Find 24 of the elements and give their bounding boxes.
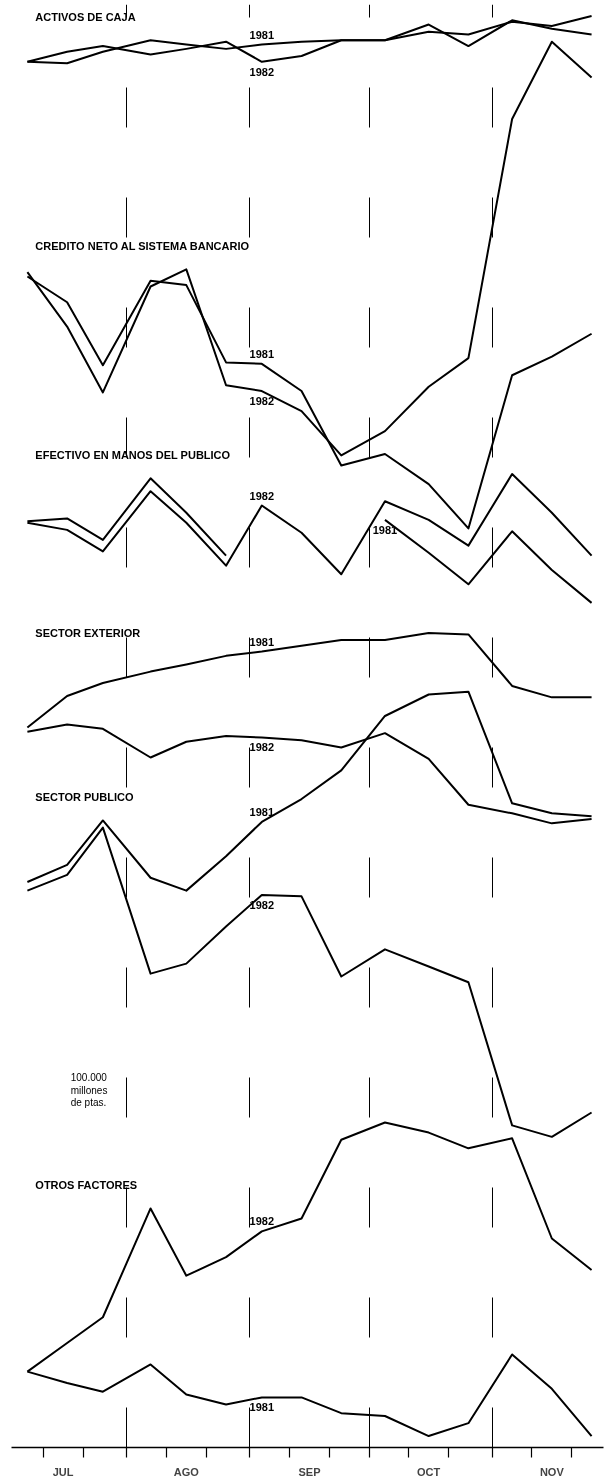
series-label: 1981 <box>372 523 398 536</box>
series-label: 1981 <box>249 635 275 648</box>
series-label: 1981 <box>249 347 275 360</box>
series-label: 1982 <box>249 741 275 754</box>
series-label: 1981 <box>249 805 275 818</box>
series-label: 1981 <box>249 1401 275 1414</box>
series-label: 1982 <box>249 65 275 78</box>
x-tick-label: SEP <box>298 1465 321 1478</box>
x-tick-label: OCT <box>417 1465 441 1478</box>
annotation: OTROS FACTORES <box>35 1179 138 1192</box>
annotation: EFECTIVO EN MANOS DEL PUBLICO <box>35 449 231 462</box>
annotation: SECTOR PUBLICO <box>35 791 134 804</box>
series-label: 1982 <box>249 898 275 911</box>
annotation: ACTIVOS DE CAJA <box>35 11 136 24</box>
annotation: 100.000 millones de ptas. <box>70 1072 108 1108</box>
x-tick-label: JUL <box>52 1465 74 1478</box>
x-tick-label: NOV <box>539 1465 565 1478</box>
annotation: SECTOR EXTERIOR <box>35 626 141 639</box>
series-label: 1982 <box>249 1215 275 1228</box>
series-label: 1982 <box>249 489 275 502</box>
annotation: CREDITO NETO AL SISTEMA BANCARIO <box>35 240 250 253</box>
x-tick-label: AGO <box>173 1465 200 1478</box>
series-label: 1982 <box>249 395 275 408</box>
series-label: 1981 <box>249 28 275 41</box>
